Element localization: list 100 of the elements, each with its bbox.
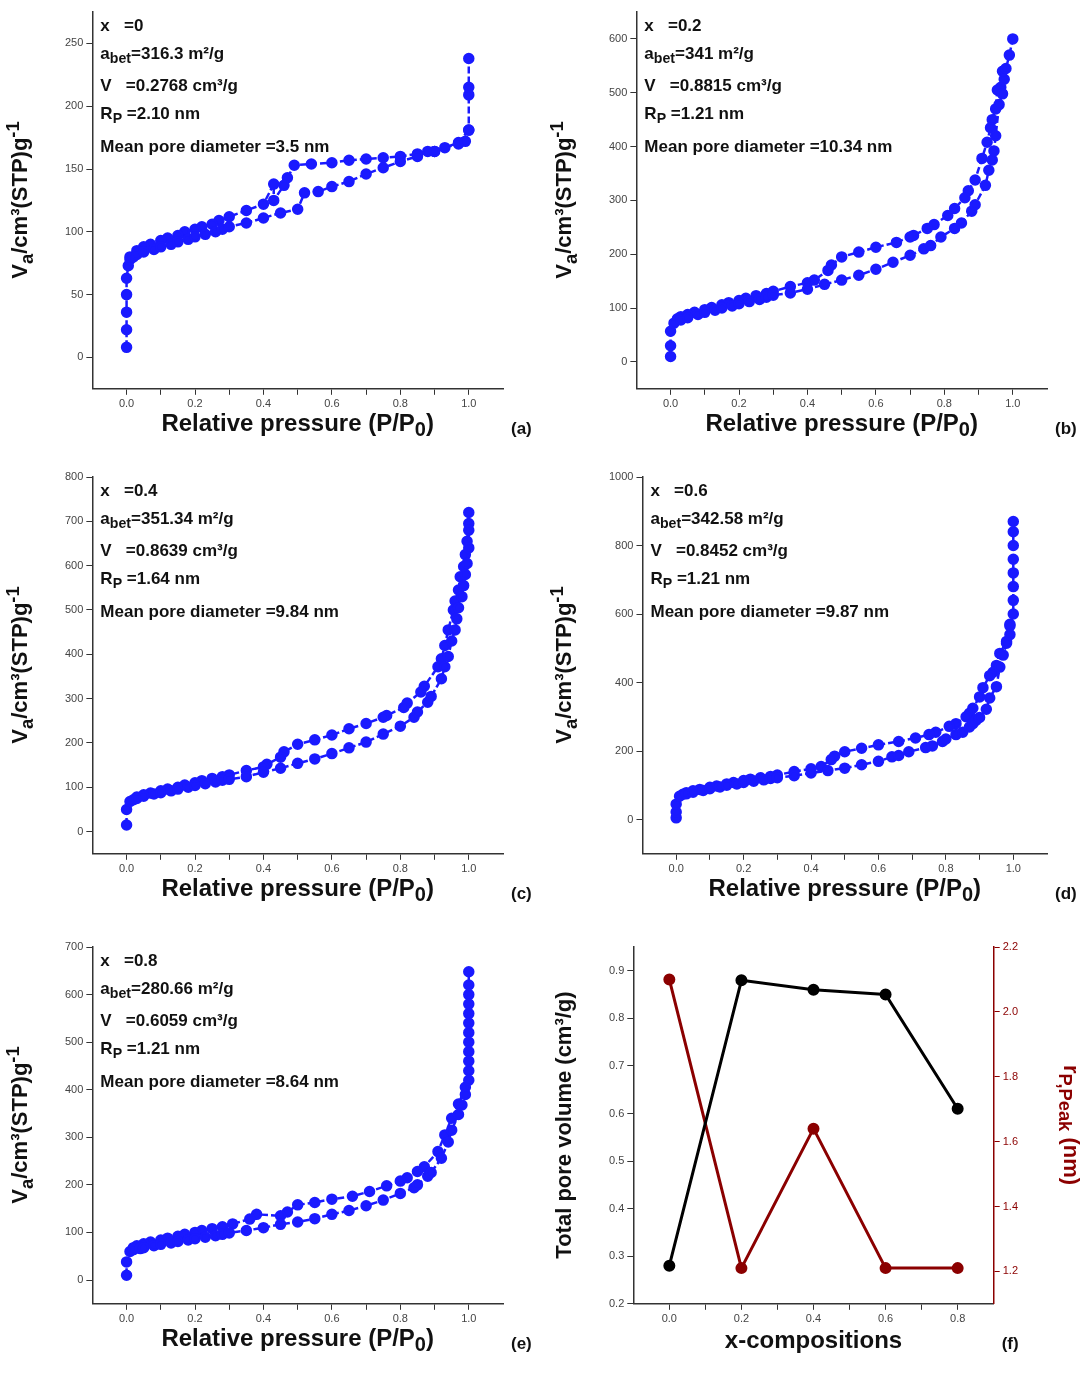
x-tick-label: 0.4 [803, 862, 819, 875]
x-tick-label: 0.0 [118, 862, 135, 875]
y-tick-label: 600 [615, 607, 634, 620]
x-tick-label: 0.4 [805, 1312, 822, 1325]
y-tick-label: 700 [64, 940, 84, 953]
x-tick-label: 0.4 [799, 397, 816, 410]
x-tick-label: 0.2 [733, 1312, 750, 1325]
x-tick-label: 0.4 [255, 862, 272, 875]
y2-tick-label: 1.8 [1002, 1069, 1019, 1082]
x-tick-label: 0.0 [662, 397, 679, 410]
y-tick-label: 600 [64, 987, 84, 1000]
annotation: R$_{P}$ =1.64 nm [100, 569, 201, 592]
y-tick-label: 400 [615, 675, 634, 688]
y-tick-label: 300 [64, 1130, 84, 1143]
annotation: x =0.4 [100, 481, 158, 500]
x-tick-label: 0.8 [392, 862, 408, 875]
y-tick-label: 150 [64, 162, 84, 175]
annotation: R$_{P}$ =1.21 nm [100, 1039, 201, 1062]
y-tick-label: 1000 [608, 470, 634, 483]
text: (c) [511, 882, 532, 905]
annotation: a$_{bet}$=351.34 m²/g [100, 509, 234, 532]
x-tick-label: 0.4 [255, 397, 272, 410]
x-tick-label: 1.0 [1005, 397, 1021, 410]
y-tick-label: 100 [64, 780, 84, 793]
x-tick-label: 0.2 [187, 1312, 203, 1325]
y-tick-label: 800 [615, 538, 634, 551]
text: (d) [1055, 882, 1077, 905]
annotation: R$_{P}$ =2.10 nm [100, 104, 201, 127]
annotation: a$_{bet}$=341 m²/g [644, 44, 754, 67]
x-tick-label: 0.6 [868, 397, 884, 410]
y-tick-label: 0.9 [608, 963, 625, 976]
text: (b) [1055, 417, 1077, 440]
x-tick-label: 1.0 [461, 397, 477, 410]
y-tick-label: 200 [64, 99, 84, 112]
y-tick-label: 600 [64, 558, 84, 571]
y-tick-label: 0 [77, 824, 84, 837]
y-axis-title: Total pore volume (cm³/g) [551, 991, 577, 1260]
x-tick-label: 0.6 [870, 862, 887, 875]
y-tick-label: 800 [64, 470, 84, 483]
x-tick-label: 0.8 [392, 1312, 408, 1325]
x-tick-label: 0.8 [936, 397, 952, 410]
y-tick-label: 0 [77, 1273, 84, 1286]
y-tick-label: 200 [615, 744, 634, 757]
y-tick-label: 400 [608, 139, 628, 152]
y-tick-label: 0 [77, 350, 84, 363]
x-tick-label: 0.2 [187, 862, 203, 875]
annotation: V =0.6059 cm³/g [100, 1011, 238, 1031]
y-tick-label: 0.6 [608, 1106, 625, 1119]
annotation: x =0.8 [100, 951, 158, 970]
annotation: V =0.2768 cm³/g [100, 76, 238, 96]
y2-tick-label: 1.2 [1002, 1264, 1019, 1277]
y-tick-label: 0.5 [608, 1154, 625, 1167]
annotation: a$_{bet}$=342.58 m²/g [650, 509, 784, 532]
x-tick-label: 0.8 [392, 397, 408, 410]
text: (a) [511, 417, 532, 440]
y-tick-label: 200 [64, 1177, 84, 1190]
y-tick-label: 0.2 [608, 1296, 625, 1309]
y2-tick-label: 1.4 [1002, 1199, 1019, 1212]
x-tick-label: 0.0 [118, 1312, 135, 1325]
y-tick-label: 0.8 [608, 1011, 625, 1024]
y-tick-label: 500 [64, 1035, 84, 1048]
x-tick-label: 0.6 [877, 1312, 894, 1325]
text: (e) [511, 1332, 532, 1355]
y-tick-label: 0.3 [608, 1249, 625, 1262]
y2-tick-label: 2.2 [1002, 940, 1019, 953]
x-axis-title: Relative pressure (P/P$_{0}$) [161, 873, 434, 907]
y-tick-label: 200 [608, 247, 628, 260]
x-tick-label: 0.2 [731, 397, 747, 410]
y2-tick-label: 1.6 [1002, 1134, 1019, 1147]
y-tick-label: 0 [621, 354, 628, 367]
annotation: Mean pore diameter =10.34 nm [644, 136, 893, 156]
annotation: V =0.8815 cm³/g [644, 76, 782, 96]
x-tick-label: 0.8 [950, 1312, 966, 1325]
x-tick-label: 0.6 [324, 1312, 340, 1325]
annotation: x =0 [100, 16, 144, 35]
x-tick-label: 0.0 [661, 1312, 677, 1325]
annotation: x =0.2 [644, 16, 702, 35]
x-axis-title: Relative pressure (P/P$_{0}$) [161, 408, 434, 442]
annotation: R$_{P}$ =1.21 nm [644, 104, 745, 127]
y-tick-label: 600 [608, 31, 628, 44]
y-tick-label: 250 [64, 36, 84, 49]
y-tick-label: 50 [71, 287, 84, 300]
text: (f) [1001, 1332, 1019, 1355]
annotation: Mean pore diameter =9.84 nm [100, 601, 339, 621]
y-tick-label: 0.7 [608, 1058, 625, 1071]
y-tick-label: 300 [608, 193, 628, 206]
x-axis-title: Relative pressure (P/P$_{0}$) [708, 873, 982, 907]
annotation: R$_{P}$ =1.21 nm [650, 569, 751, 592]
x-tick-label: 1.0 [461, 862, 477, 875]
y-tick-label: 500 [608, 85, 628, 98]
y-tick-label: 100 [64, 1225, 84, 1238]
x-tick-label: 0.2 [187, 397, 203, 410]
x-tick-label: 1.0 [1005, 862, 1021, 875]
y2-tick-label: 2.0 [1002, 1004, 1019, 1017]
x-axis-title: Relative pressure (P/P$_{0}$) [705, 408, 978, 442]
annotation: Mean pore diameter =8.64 nm [100, 1071, 339, 1091]
y-tick-label: 400 [64, 1082, 84, 1095]
y-tick-label: 0 [627, 812, 634, 825]
x-tick-label: 0.6 [324, 397, 340, 410]
annotation: a$_{bet}$=280.66 m²/g [100, 979, 234, 1002]
